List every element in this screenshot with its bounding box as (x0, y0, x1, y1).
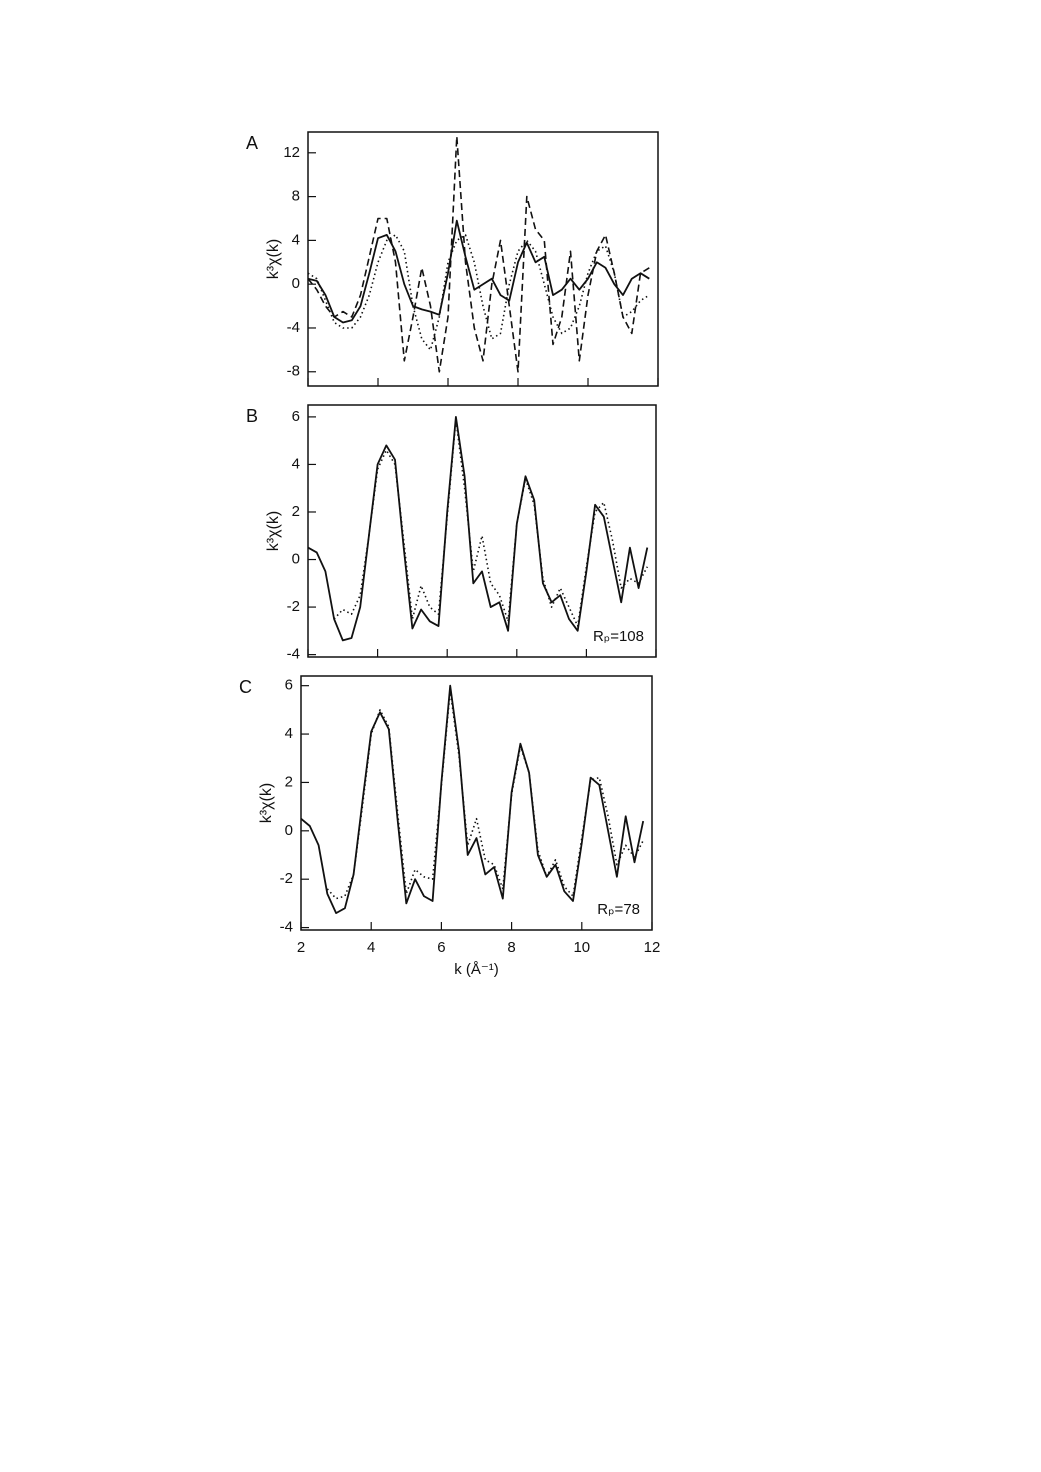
y-tick-label: 4 (292, 455, 300, 472)
panel-label: B (246, 406, 258, 426)
y-tick-label: 2 (292, 503, 300, 520)
y-tick-label: -2 (287, 598, 300, 615)
panel-label: A (246, 133, 258, 153)
y-axis-label: k³χ(k) (265, 239, 282, 279)
y-axis-label: k³χ(k) (265, 511, 282, 551)
data-line (307, 234, 650, 351)
data-line (307, 219, 650, 324)
y-tick-label: 2 (285, 773, 293, 790)
y-tick-label: 8 (292, 188, 300, 205)
y-tick-label: -4 (287, 319, 300, 336)
x-tick-label: 12 (644, 939, 661, 956)
data-line (307, 416, 649, 642)
y-tick-label: -4 (280, 919, 293, 936)
y-tick-label: -2 (280, 870, 293, 887)
annotation: Rₚ=78 (597, 901, 640, 918)
x-axis-label: k (Å⁻¹) (454, 961, 499, 978)
plot-frame (307, 404, 657, 658)
x-tick-label: 8 (507, 939, 515, 956)
x-tick-label: 4 (367, 939, 375, 956)
y-tick-label: -4 (287, 646, 300, 663)
plot-frame (300, 675, 653, 931)
x-tick-label: 6 (437, 939, 445, 956)
panel-label: C (239, 677, 252, 697)
y-tick-label: 6 (285, 677, 293, 694)
y-tick-label: -8 (287, 363, 300, 380)
y-tick-label: 4 (285, 725, 293, 742)
y-tick-label: 4 (292, 231, 300, 248)
x-tick-label: 10 (573, 939, 590, 956)
y-tick-label: 0 (292, 275, 300, 292)
annotation: Rₚ=108 (593, 628, 644, 645)
data-line (333, 418, 649, 627)
data-line (307, 135, 650, 373)
y-tick-label: 12 (283, 144, 300, 161)
y-tick-label: 6 (292, 408, 300, 425)
y-tick-label: 0 (292, 550, 300, 567)
x-tick-label: 2 (297, 939, 305, 956)
y-axis-label: k³χ(k) (258, 783, 275, 823)
plot-frame (307, 131, 659, 387)
data-line (326, 689, 644, 900)
y-tick-label: 0 (285, 822, 293, 839)
